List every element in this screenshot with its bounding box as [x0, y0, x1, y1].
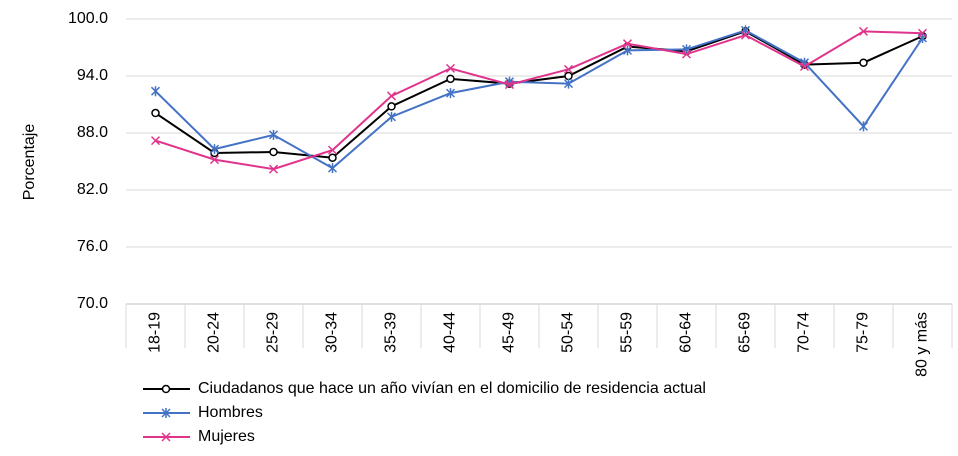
legend-label: Mujeres [198, 428, 255, 445]
legend-label: Ciudadanos que hace un año vivían en el … [198, 380, 706, 397]
y-tick-label: 88.0 [77, 124, 108, 141]
marker [563, 78, 574, 89]
x-tick-label: 45-49 [501, 312, 518, 353]
x-tick-label: 75-79 [855, 312, 872, 353]
x-tick-label: 40-44 [442, 312, 459, 353]
y-tick-label: 82.0 [77, 181, 108, 198]
x-tick-label: 50-54 [560, 312, 577, 353]
marker [268, 129, 279, 140]
series-line [155, 30, 923, 171]
marker [799, 61, 810, 72]
marker [622, 39, 633, 49]
marker [446, 74, 455, 84]
marker [161, 432, 171, 442]
series-line [154, 30, 923, 159]
y-axis-label: Porcentaje [21, 124, 38, 201]
x-tick-label: 30-34 [324, 312, 341, 353]
x-tick-label: 60-64 [678, 312, 695, 353]
marker [564, 71, 573, 81]
x-tick-label: 65-69 [737, 312, 754, 353]
marker [386, 111, 397, 122]
marker [387, 102, 396, 111]
x-tick-label: 55-59 [619, 312, 636, 353]
x-tick-label: 35-39 [383, 312, 400, 353]
marker [327, 163, 338, 174]
marker [328, 153, 337, 162]
marker [563, 64, 574, 74]
series-line [154, 29, 924, 170]
marker [269, 147, 278, 157]
y-tick-label: 70.0 [77, 295, 108, 312]
marker [209, 155, 220, 165]
marker [917, 28, 928, 38]
x-tick-label: 20-24 [206, 312, 223, 353]
marker [327, 145, 338, 155]
legend-label: Hombres [198, 404, 263, 421]
marker [161, 384, 171, 394]
marker [859, 58, 868, 67]
marker [151, 108, 160, 118]
y-tick-label: 76.0 [77, 238, 108, 255]
marker [150, 136, 161, 146]
marker [209, 144, 220, 155]
marker [386, 91, 397, 101]
marker [681, 49, 692, 59]
y-tick-label: 100.0 [68, 10, 108, 27]
x-tick-label: 70-74 [796, 312, 813, 353]
marker [622, 45, 633, 56]
y-tick-label: 94.0 [77, 67, 108, 84]
marker [858, 121, 869, 132]
marker [858, 26, 869, 36]
x-tick-label: 18-19 [147, 312, 164, 353]
x-tick-label: 25-29 [265, 312, 282, 353]
marker [740, 30, 751, 40]
marker [268, 164, 279, 174]
marker [445, 88, 456, 99]
marker [161, 408, 171, 418]
marker [504, 80, 515, 90]
marker [150, 86, 161, 97]
marker [445, 63, 456, 73]
x-tick-label: 80 y más [914, 312, 931, 377]
